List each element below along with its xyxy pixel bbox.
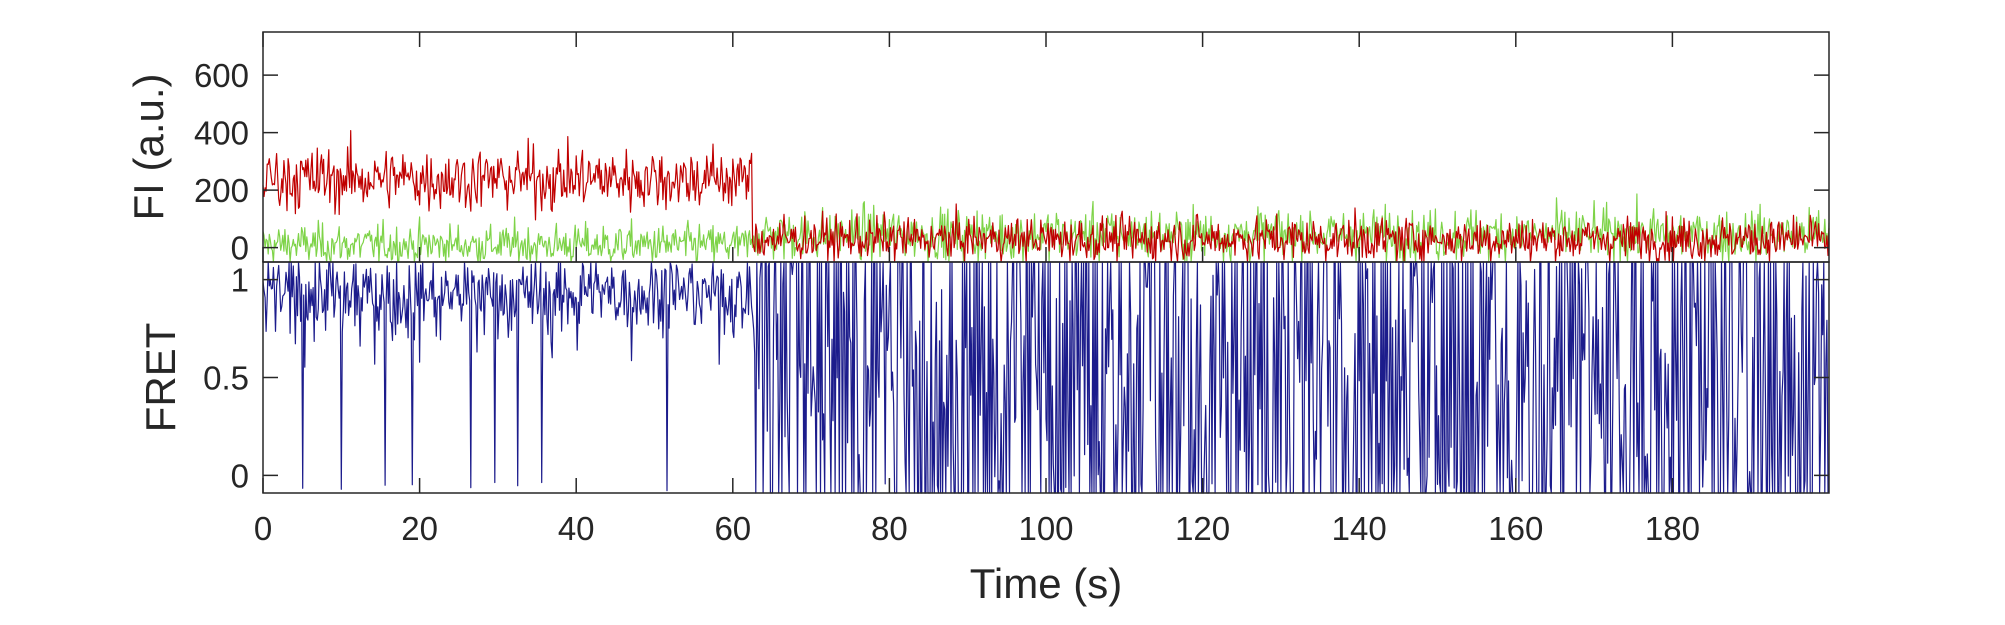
fret-y-tick-label: 0 (231, 457, 249, 494)
intensity-y-tick-label: 200 (194, 172, 249, 209)
x-tick-label: 160 (1488, 510, 1543, 547)
fret-y-ticks: 00.51 (203, 262, 1829, 494)
x-tick-label: 140 (1332, 510, 1387, 547)
intensity-y-tick-label: 600 (194, 57, 249, 94)
x-tick-label: 80 (871, 510, 908, 547)
fret-y-tick-label: 1 (231, 262, 249, 299)
fret-panel: 00.51 0 20 40 60 80 100 120 140 160 180 FRET Time… (137, 32, 1830, 607)
x-tick-label: 20 (401, 510, 438, 547)
x-tick-label: 0 (254, 510, 272, 547)
intensity-traces (262, 130, 1830, 263)
fret-y-tick-label: 0.5 (203, 360, 249, 397)
x-tick-label: 120 (1175, 510, 1230, 547)
x-tick-label: 100 (1018, 510, 1073, 547)
intensity-y-axis-label: FI (a.u.) (125, 73, 172, 220)
fret-traces (262, 261, 1830, 494)
intensity-y-tick-label: 400 (194, 115, 249, 152)
fret-efficiency-trace (262, 261, 1830, 494)
intensity-panel: 0 200 400 600 FI (a.u.) (125, 31, 1830, 267)
x-tick-label: 60 (714, 510, 751, 547)
time-x-axis-label: Time (s) (970, 560, 1122, 607)
x-tick-label: 180 (1645, 510, 1700, 547)
intensity-y-ticks: 0 200 400 600 (194, 57, 1829, 267)
intensity-y-tick-label: 0 (231, 230, 249, 267)
acceptor-intensity-trace (262, 130, 1830, 263)
time-x-ticks: 0 20 40 60 80 100 120 140 160 180 (254, 32, 1700, 547)
x-tick-label: 40 (558, 510, 595, 547)
fret-y-axis-label: FRET (137, 323, 184, 433)
